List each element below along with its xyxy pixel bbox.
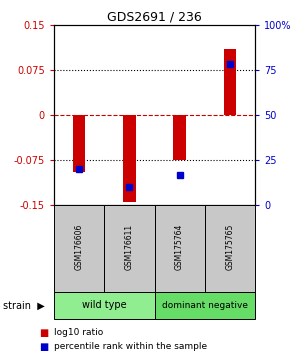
Text: wild type: wild type	[82, 300, 127, 310]
Text: ■: ■	[39, 342, 48, 352]
Bar	[224, 49, 236, 115]
Text: strain  ▶: strain ▶	[3, 300, 45, 310]
Bar	[54, 292, 154, 319]
Bar	[104, 205, 154, 292]
Text: GSM176606: GSM176606	[75, 224, 84, 270]
Bar	[173, 115, 186, 160]
Text: GSM176611: GSM176611	[125, 224, 134, 270]
Text: GSM175765: GSM175765	[225, 224, 234, 270]
Text: dominant negative: dominant negative	[162, 301, 248, 310]
Text: ■: ■	[39, 328, 48, 338]
Text: GSM175764: GSM175764	[175, 224, 184, 270]
Bar	[154, 205, 205, 292]
Bar	[54, 205, 104, 292]
Text: log10 ratio: log10 ratio	[54, 328, 103, 337]
Bar	[154, 292, 255, 319]
Bar	[73, 115, 85, 172]
Bar	[205, 205, 255, 292]
Text: percentile rank within the sample: percentile rank within the sample	[54, 342, 207, 352]
Bar	[123, 115, 136, 202]
Title: GDS2691 / 236: GDS2691 / 236	[107, 11, 202, 24]
